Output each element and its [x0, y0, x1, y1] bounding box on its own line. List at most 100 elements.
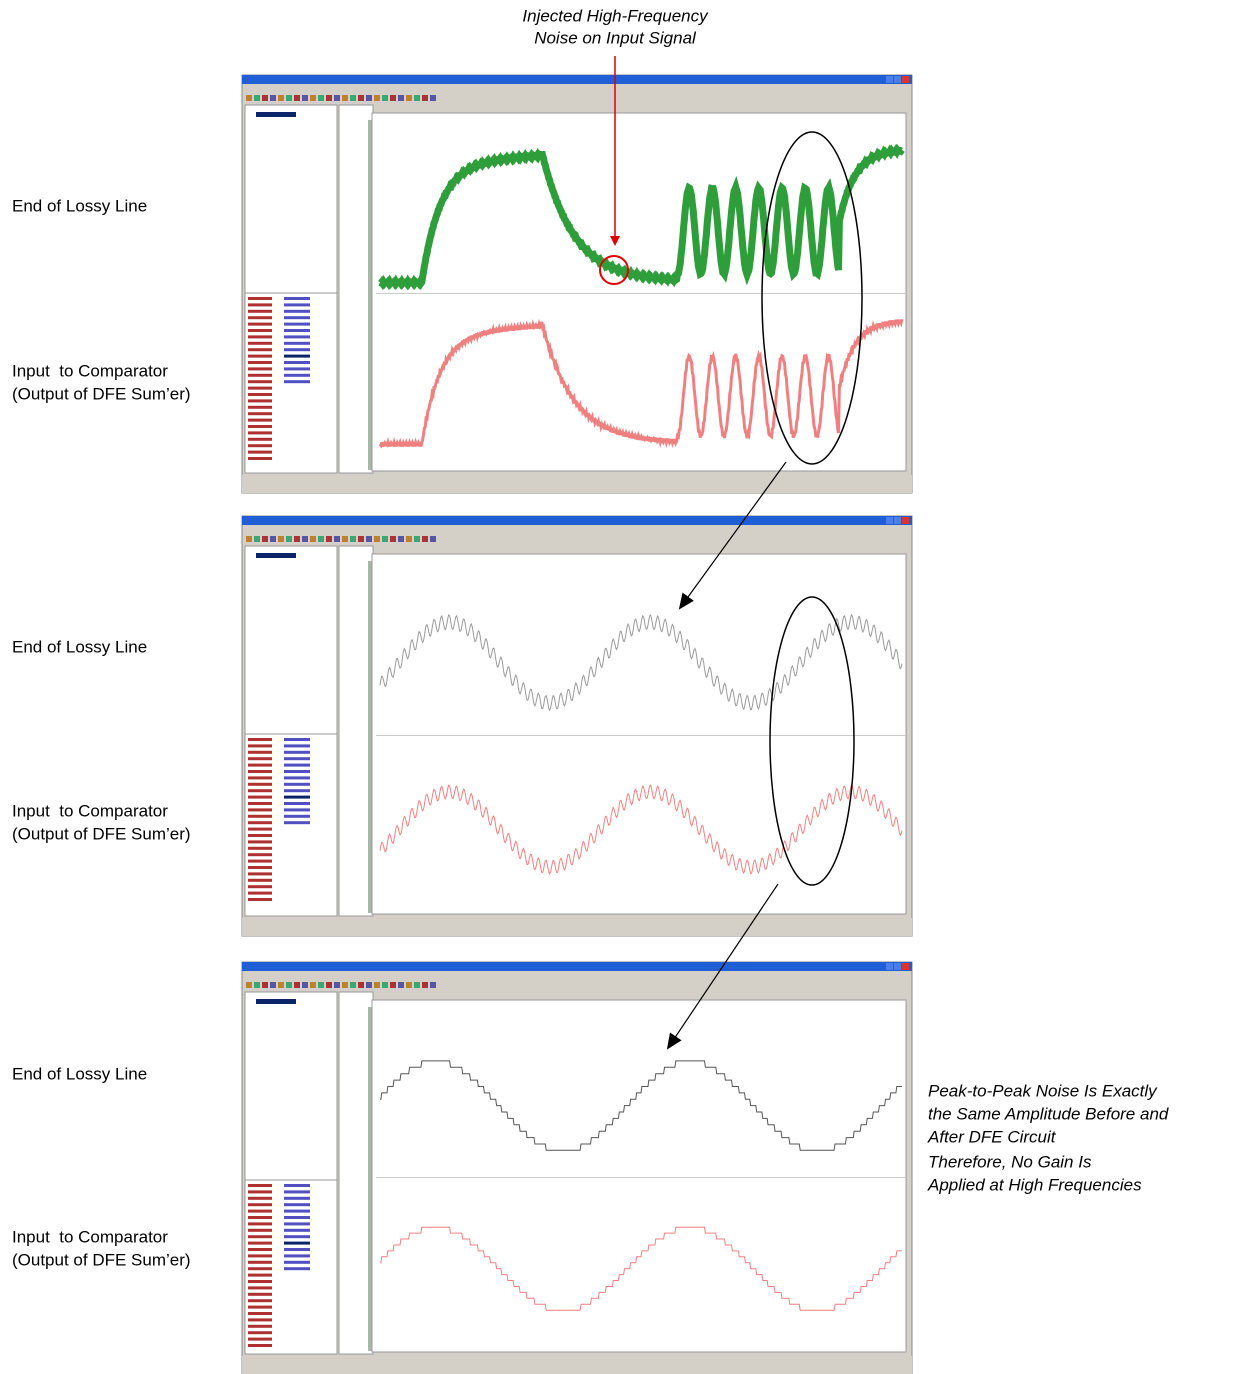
signal-item[interactable] — [284, 1216, 310, 1219]
signal-item[interactable] — [248, 444, 272, 447]
toolbar-icon[interactable] — [422, 95, 428, 101]
signal-item[interactable] — [248, 1267, 272, 1270]
signal-item[interactable] — [284, 1235, 310, 1238]
toolbar-icon[interactable] — [326, 982, 332, 988]
toolbar-icon[interactable] — [342, 95, 348, 101]
signal-item[interactable] — [248, 399, 272, 402]
signal-item[interactable] — [248, 316, 272, 319]
toolbar-icon[interactable] — [262, 982, 268, 988]
toolbar-icon[interactable] — [270, 982, 276, 988]
signal-item[interactable] — [248, 438, 272, 441]
signal-item[interactable] — [248, 297, 272, 300]
toolbar-icon[interactable] — [358, 982, 364, 988]
signal-item[interactable] — [248, 1338, 272, 1341]
signal-item[interactable] — [248, 744, 272, 747]
toolbar-icon[interactable] — [302, 982, 308, 988]
signal-item[interactable] — [284, 348, 310, 351]
toolbar-icon[interactable] — [278, 982, 284, 988]
toolbar-icon[interactable] — [294, 982, 300, 988]
signal-item[interactable] — [284, 303, 310, 306]
signal-item[interactable] — [248, 1197, 272, 1200]
signal-item[interactable] — [248, 1344, 272, 1347]
signal-item[interactable] — [284, 783, 310, 786]
toolbar-icon[interactable] — [398, 982, 404, 988]
signal-item[interactable] — [248, 1293, 272, 1296]
signal-item[interactable] — [284, 1267, 310, 1270]
signal-item[interactable] — [248, 310, 272, 313]
toolbar-icon[interactable] — [254, 982, 260, 988]
signal-item[interactable] — [284, 789, 310, 792]
signal-item[interactable] — [248, 419, 272, 422]
toolbar-icon[interactable] — [382, 536, 388, 542]
signal-item[interactable] — [248, 342, 272, 345]
toolbar-icon[interactable] — [294, 95, 300, 101]
toolbar-icon[interactable] — [350, 982, 356, 988]
signal-item[interactable] — [248, 348, 272, 351]
signal-item[interactable] — [284, 808, 310, 811]
toolbar-icon[interactable] — [254, 95, 260, 101]
signal-item[interactable] — [284, 815, 310, 818]
toolbar-icon[interactable] — [374, 95, 380, 101]
signal-item[interactable] — [248, 425, 272, 428]
toolbar-icon[interactable] — [286, 536, 292, 542]
signal-item[interactable] — [248, 1210, 272, 1213]
signal-item[interactable] — [284, 310, 310, 313]
signal-item[interactable] — [284, 802, 310, 805]
signal-item[interactable] — [284, 374, 310, 377]
signal-item[interactable] — [284, 380, 310, 383]
signal-item[interactable] — [248, 431, 272, 434]
signal-item[interactable] — [284, 776, 310, 779]
window-button[interactable] — [894, 76, 901, 83]
signal-item[interactable] — [284, 355, 310, 358]
toolbar-icon[interactable] — [422, 982, 428, 988]
toolbar-icon[interactable] — [246, 95, 252, 101]
toolbar-icon[interactable] — [342, 536, 348, 542]
signal-item[interactable] — [248, 757, 272, 760]
signal-item[interactable] — [248, 1312, 272, 1315]
signal-item[interactable] — [248, 361, 272, 364]
signal-item[interactable] — [248, 860, 272, 863]
signal-item[interactable] — [248, 451, 272, 454]
signal-item[interactable] — [248, 1254, 272, 1257]
toolbar-icon[interactable] — [294, 536, 300, 542]
signal-item[interactable] — [248, 1261, 272, 1264]
signal-item[interactable] — [284, 367, 310, 370]
signal-item[interactable] — [284, 757, 310, 760]
signal-item[interactable] — [248, 808, 272, 811]
signal-item[interactable] — [248, 329, 272, 332]
toolbar-icon[interactable] — [430, 95, 436, 101]
toolbar-icon[interactable] — [398, 95, 404, 101]
toolbar-icon[interactable] — [358, 95, 364, 101]
toolbar-icon[interactable] — [326, 95, 332, 101]
signal-item[interactable] — [248, 1318, 272, 1321]
toolbar-icon[interactable] — [302, 95, 308, 101]
toolbar-icon[interactable] — [414, 95, 420, 101]
signal-item[interactable] — [248, 892, 272, 895]
toolbar-icon[interactable] — [406, 536, 412, 542]
signal-item[interactable] — [248, 770, 272, 773]
toolbar-icon[interactable] — [270, 536, 276, 542]
signal-item[interactable] — [284, 1229, 310, 1232]
signal-item[interactable] — [248, 815, 272, 818]
signal-item[interactable] — [248, 1299, 272, 1302]
signal-item[interactable] — [248, 355, 272, 358]
signal-item[interactable] — [248, 367, 272, 370]
toolbar-icon[interactable] — [382, 95, 388, 101]
signal-item[interactable] — [284, 323, 310, 326]
signal-item[interactable] — [284, 335, 310, 338]
signal-item[interactable] — [284, 329, 310, 332]
signal-item[interactable] — [248, 1331, 272, 1334]
toolbar-icon[interactable] — [430, 982, 436, 988]
toolbar-icon[interactable] — [262, 95, 268, 101]
signal-item[interactable] — [248, 1274, 272, 1277]
signal-item[interactable] — [284, 821, 310, 824]
toolbar-icon[interactable] — [398, 536, 404, 542]
toolbar-icon[interactable] — [406, 95, 412, 101]
signal-item[interactable] — [248, 796, 272, 799]
signal-item[interactable] — [284, 738, 310, 741]
window-button[interactable] — [886, 963, 893, 970]
signal-item[interactable] — [248, 828, 272, 831]
toolbar-icon[interactable] — [390, 982, 396, 988]
signal-item[interactable] — [248, 1325, 272, 1328]
toolbar-icon[interactable] — [334, 95, 340, 101]
